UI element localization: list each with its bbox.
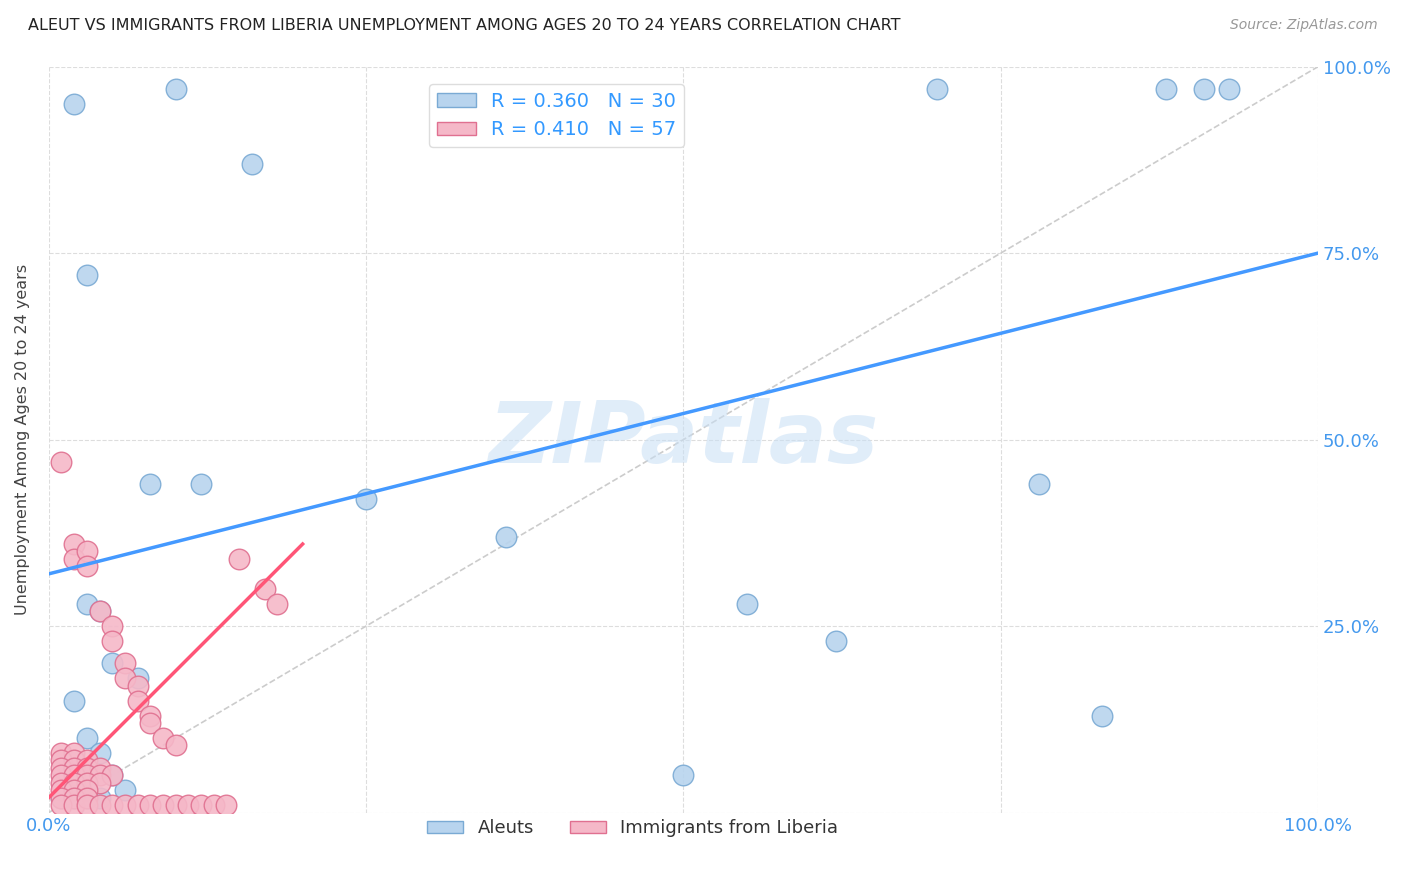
Point — [824, 634, 846, 648]
Point — [101, 619, 124, 633]
Point — [89, 798, 111, 813]
Point — [152, 798, 174, 813]
Point — [89, 790, 111, 805]
Point — [51, 776, 73, 790]
Point — [63, 694, 86, 708]
Point — [101, 634, 124, 648]
Point — [51, 455, 73, 469]
Point — [51, 761, 73, 775]
Point — [139, 716, 162, 731]
Point — [114, 657, 136, 671]
Point — [89, 761, 111, 775]
Point — [63, 768, 86, 782]
Point — [1091, 708, 1114, 723]
Point — [1154, 82, 1177, 96]
Text: ALEUT VS IMMIGRANTS FROM LIBERIA UNEMPLOYMENT AMONG AGES 20 TO 24 YEARS CORRELAT: ALEUT VS IMMIGRANTS FROM LIBERIA UNEMPLO… — [28, 18, 901, 33]
Point — [354, 492, 377, 507]
Point — [63, 798, 86, 813]
Point — [101, 768, 124, 782]
Point — [63, 753, 86, 767]
Point — [152, 731, 174, 745]
Point — [63, 746, 86, 760]
Point — [63, 761, 86, 775]
Legend: Aleuts, Immigrants from Liberia: Aleuts, Immigrants from Liberia — [419, 812, 845, 845]
Point — [63, 790, 86, 805]
Point — [1218, 82, 1240, 96]
Point — [127, 798, 149, 813]
Point — [139, 477, 162, 491]
Point — [76, 731, 98, 745]
Point — [165, 798, 187, 813]
Point — [63, 783, 86, 797]
Point — [202, 798, 225, 813]
Point — [89, 746, 111, 760]
Point — [101, 768, 124, 782]
Point — [51, 790, 73, 805]
Point — [76, 790, 98, 805]
Point — [927, 82, 949, 96]
Point — [672, 768, 695, 782]
Point — [76, 544, 98, 558]
Text: Source: ZipAtlas.com: Source: ZipAtlas.com — [1230, 18, 1378, 32]
Point — [165, 82, 187, 96]
Point — [51, 768, 73, 782]
Point — [76, 783, 98, 797]
Point — [127, 694, 149, 708]
Point — [735, 597, 758, 611]
Point — [89, 604, 111, 618]
Point — [89, 604, 111, 618]
Point — [76, 559, 98, 574]
Point — [76, 597, 98, 611]
Point — [101, 657, 124, 671]
Point — [139, 798, 162, 813]
Point — [89, 776, 111, 790]
Point — [114, 798, 136, 813]
Point — [51, 783, 73, 797]
Point — [253, 582, 276, 596]
Point — [63, 552, 86, 566]
Point — [127, 679, 149, 693]
Point — [76, 768, 98, 782]
Point — [190, 798, 212, 813]
Point — [1192, 82, 1215, 96]
Point — [51, 746, 73, 760]
Point — [51, 790, 73, 805]
Point — [76, 753, 98, 767]
Point — [114, 783, 136, 797]
Point — [215, 798, 238, 813]
Point — [63, 790, 86, 805]
Point — [495, 530, 517, 544]
Point — [76, 798, 98, 813]
Point — [63, 96, 86, 111]
Point — [240, 156, 263, 170]
Point — [76, 790, 98, 805]
Point — [127, 671, 149, 685]
Point — [51, 798, 73, 813]
Point — [266, 597, 288, 611]
Y-axis label: Unemployment Among Ages 20 to 24 years: Unemployment Among Ages 20 to 24 years — [15, 264, 30, 615]
Point — [114, 671, 136, 685]
Point — [228, 552, 250, 566]
Point — [63, 537, 86, 551]
Point — [1028, 477, 1050, 491]
Point — [63, 776, 86, 790]
Point — [76, 761, 98, 775]
Text: ZIPatlas: ZIPatlas — [488, 398, 879, 481]
Point — [177, 798, 200, 813]
Point — [76, 776, 98, 790]
Point — [101, 798, 124, 813]
Point — [190, 477, 212, 491]
Point — [89, 768, 111, 782]
Point — [76, 268, 98, 283]
Point — [139, 708, 162, 723]
Point — [51, 753, 73, 767]
Point — [165, 739, 187, 753]
